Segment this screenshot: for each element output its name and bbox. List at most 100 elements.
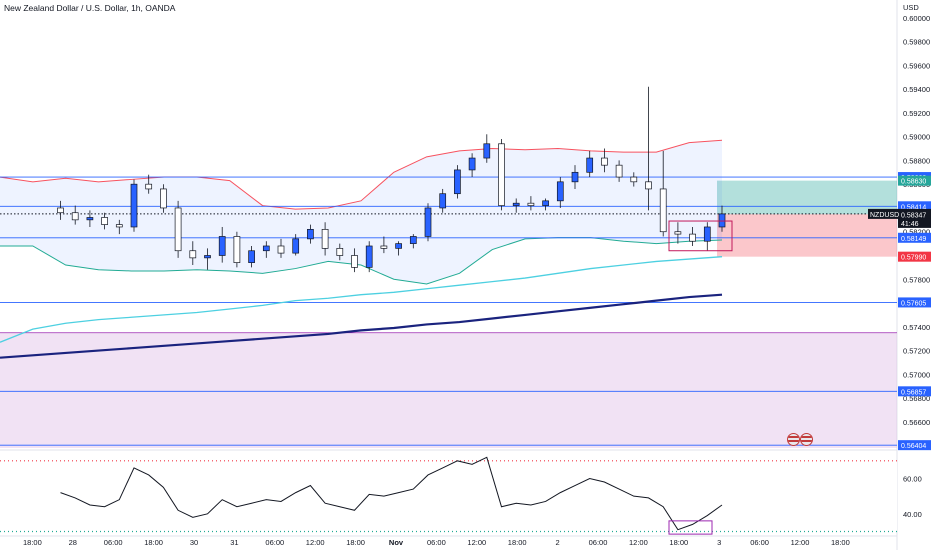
- candle: [101, 212, 108, 230]
- symbol-tag-text: NZDUSD: [870, 212, 899, 219]
- candle-body: [204, 255, 211, 259]
- time-tick-label: 12:00: [791, 538, 810, 547]
- ema-slow-line: [0, 293, 723, 359]
- horizontal-levels-layer: [0, 176, 897, 446]
- candle: [233, 231, 241, 268]
- price-tick-label: 0.57800: [903, 275, 930, 284]
- time-tick-label: 18:00: [346, 538, 365, 547]
- candle: [542, 198, 549, 211]
- candle-body: [454, 169, 461, 195]
- currency-label: USD: [903, 3, 919, 12]
- candle-body: [248, 250, 255, 263]
- price-tick-label: 0.58200: [903, 228, 930, 237]
- level-badge-text: 0.56857: [901, 389, 926, 396]
- candle-body: [218, 236, 226, 256]
- candle-body: [160, 188, 167, 209]
- candle-body: [115, 224, 123, 228]
- candle-body: [130, 183, 138, 228]
- candle-body: [689, 233, 696, 242]
- price-tick-label: 0.56600: [903, 418, 930, 427]
- level-badge-text: 0.58149: [901, 236, 926, 243]
- candle: [204, 248, 211, 270]
- time-tick-label: Nov: [389, 538, 404, 547]
- price-tick-label: 0.58800: [903, 156, 930, 165]
- candle-body: [674, 231, 682, 235]
- candle-body: [292, 238, 300, 254]
- candle: [586, 150, 594, 178]
- us-flag-event-icon[interactable]: [800, 433, 813, 446]
- candle-body: [630, 176, 638, 183]
- price-badge: 0.57990: [898, 251, 931, 262]
- time-tick-label: 18:00: [508, 538, 527, 547]
- level-badge-bg: [898, 386, 931, 397]
- candle-body: [277, 245, 285, 254]
- price-badge-bg: [898, 209, 931, 220]
- candle: [468, 153, 476, 178]
- candle-body: [233, 236, 241, 263]
- level-badge-text: 0.57605: [901, 300, 926, 307]
- candle-body: [145, 183, 153, 190]
- candle: [527, 196, 535, 211]
- candle: [395, 241, 402, 256]
- candle-body: [336, 248, 344, 256]
- candle: [571, 165, 579, 189]
- candle: [512, 198, 520, 213]
- price-tick-label: 0.57000: [903, 370, 930, 379]
- candle-body: [86, 217, 94, 221]
- candle: [659, 150, 667, 237]
- candle-body: [57, 207, 64, 214]
- candle: [160, 184, 167, 213]
- candle-body: [380, 245, 388, 249]
- candle-body: [351, 255, 358, 268]
- candle: [498, 139, 505, 211]
- candle: [189, 241, 197, 265]
- candle: [380, 236, 388, 254]
- moving-averages-layer: [0, 256, 723, 359]
- symbol-tag-bg: [868, 208, 898, 219]
- candle-body: [527, 202, 535, 206]
- demand-zone: [0, 332, 897, 448]
- time-tick-label: 2: [556, 538, 560, 547]
- level-badge-bg: [898, 201, 931, 212]
- candle: [365, 241, 373, 273]
- bollinger-upper-line: [0, 139, 723, 210]
- candle: [336, 243, 344, 261]
- candle-body: [174, 207, 182, 252]
- candle-body: [101, 217, 108, 225]
- candle-body: [542, 200, 549, 206]
- price-tick-label: 0.59400: [903, 85, 930, 94]
- candle: [145, 174, 153, 194]
- candle: [630, 172, 638, 187]
- candle: [454, 165, 461, 199]
- candle-body: [395, 243, 402, 249]
- rsi-tick-label: 40.00: [903, 510, 922, 519]
- candle: [86, 210, 94, 227]
- bollinger-fill: [0, 140, 722, 285]
- level-badge: 0.58149: [898, 232, 931, 243]
- level-badge-text: 0.58414: [901, 204, 926, 211]
- candle-body: [512, 202, 520, 206]
- rsi-band-bg: [0, 460, 897, 532]
- price-tick-label: 0.60000: [903, 14, 930, 23]
- candle: [556, 177, 564, 208]
- level-badge: 0.56404: [898, 440, 931, 451]
- candle: [409, 234, 417, 249]
- level-badge-text: 0.56404: [901, 443, 926, 450]
- time-tick-label: 06:00: [265, 538, 284, 547]
- us-flag-event-icon[interactable]: [787, 433, 800, 446]
- candle-body: [409, 236, 417, 244]
- candle: [703, 222, 711, 251]
- time-tick-label: 06:00: [750, 538, 769, 547]
- candle-body: [571, 171, 579, 183]
- rsi-panel: 60.00 40.00: [0, 456, 922, 535]
- time-tick-label: 06:00: [427, 538, 446, 547]
- candle: [130, 179, 138, 232]
- bollinger-band-layer: [0, 139, 723, 285]
- candle-body: [307, 228, 314, 240]
- time-tick-label: 12:00: [467, 538, 486, 547]
- time-tick-label: 3: [717, 538, 721, 547]
- rsi-highlight-box: [668, 520, 713, 535]
- countdown-text: 41:46: [901, 221, 919, 228]
- candle: [483, 134, 491, 163]
